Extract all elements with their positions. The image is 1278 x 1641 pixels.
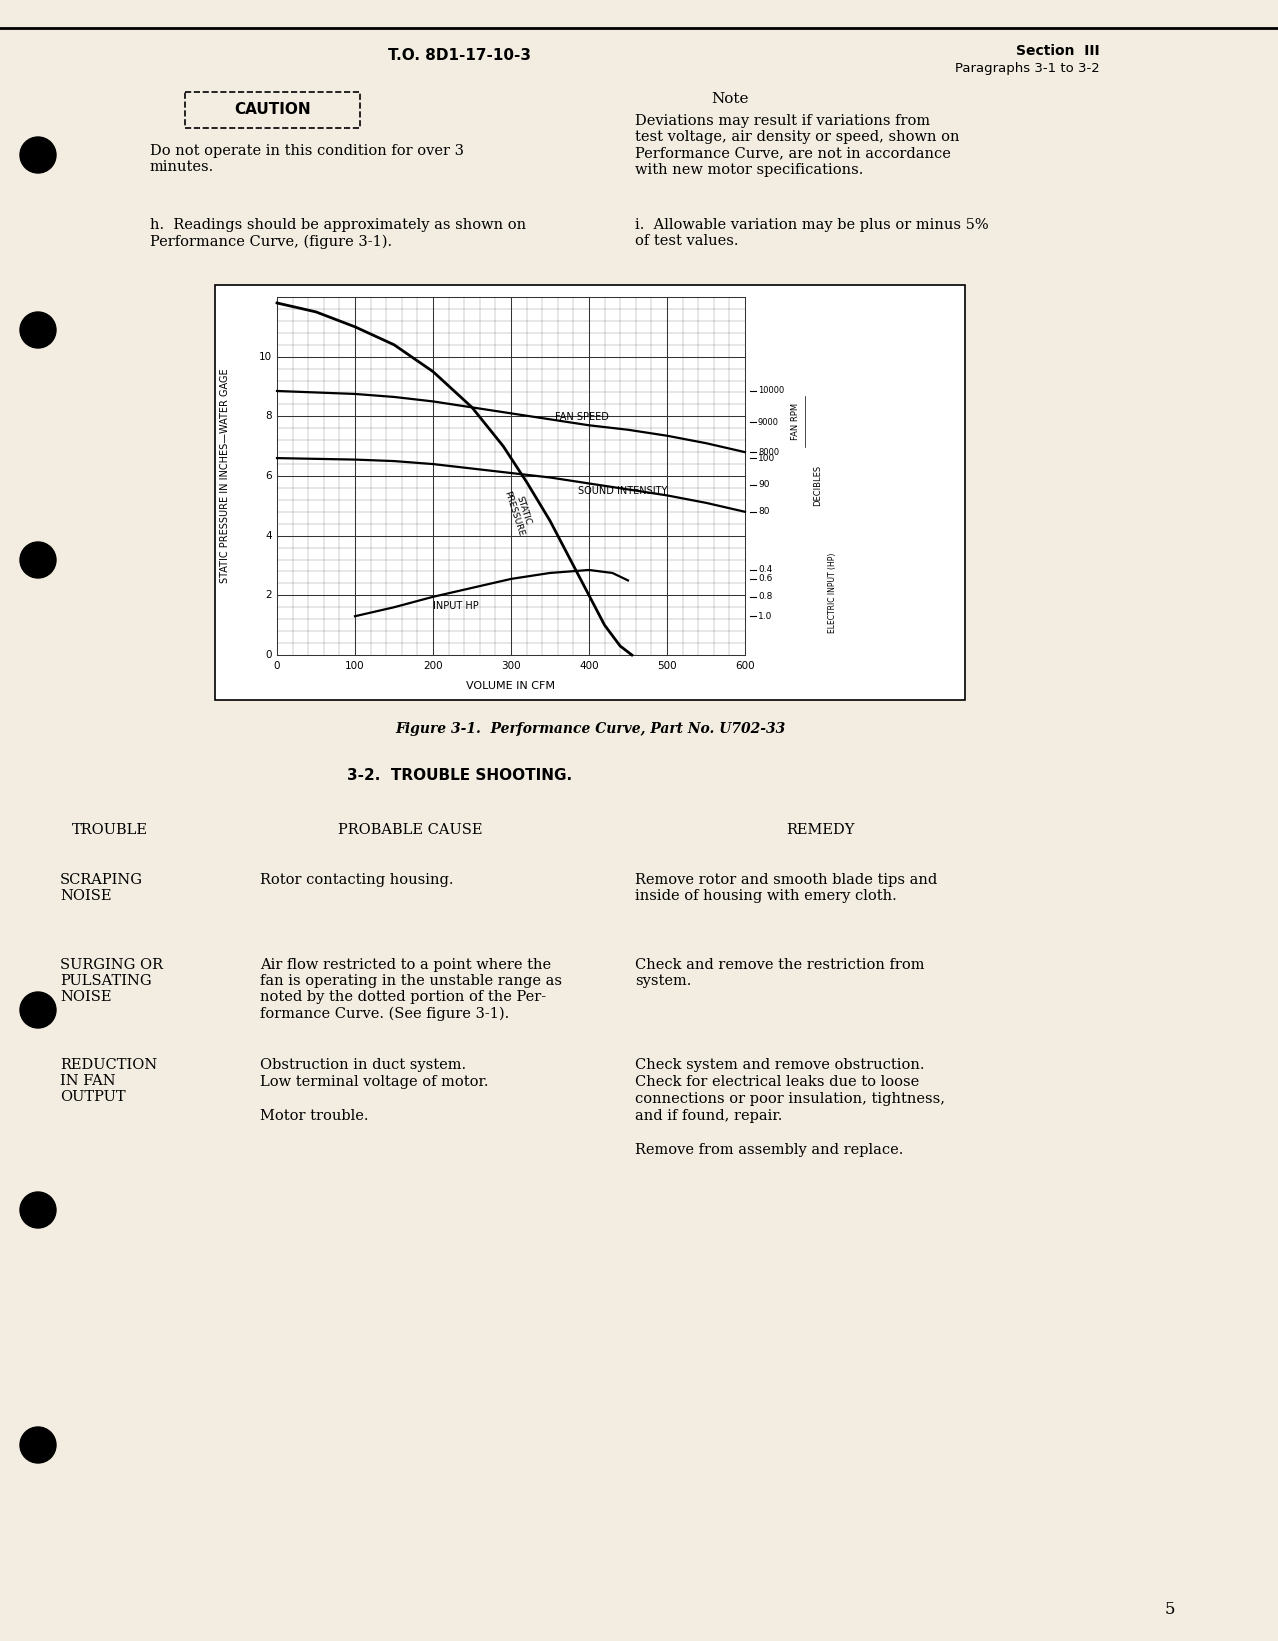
- Text: 0.8: 0.8: [758, 592, 772, 601]
- Text: 9000: 9000: [758, 418, 780, 427]
- Text: 400: 400: [579, 661, 599, 671]
- Text: Air flow restricted to a point where the
fan is operating in the unstable range : Air flow restricted to a point where the…: [259, 958, 562, 1021]
- Text: Low terminal voltage of motor.: Low terminal voltage of motor.: [259, 1075, 488, 1090]
- Text: 300: 300: [501, 661, 521, 671]
- Text: FAN SPEED: FAN SPEED: [555, 412, 608, 422]
- Text: Note: Note: [712, 92, 749, 107]
- Text: SCRAPING
NOISE: SCRAPING NOISE: [60, 873, 143, 903]
- Text: 500: 500: [657, 661, 677, 671]
- Bar: [185, 92, 360, 128]
- Text: 3-2.  TROUBLE SHOOTING.: 3-2. TROUBLE SHOOTING.: [348, 768, 573, 783]
- Text: VOLUME IN CFM: VOLUME IN CFM: [466, 681, 556, 691]
- Text: 8000: 8000: [758, 448, 780, 456]
- Text: CAUTION: CAUTION: [234, 102, 311, 118]
- Circle shape: [20, 1428, 56, 1464]
- Text: Check for electrical leaks due to loose: Check for electrical leaks due to loose: [635, 1075, 919, 1090]
- Text: 8: 8: [266, 412, 272, 422]
- Text: 80: 80: [758, 507, 769, 517]
- Text: Check system and remove obstruction.: Check system and remove obstruction.: [635, 1058, 924, 1072]
- Text: SURGING OR
PULSATING
NOISE: SURGING OR PULSATING NOISE: [60, 958, 164, 1004]
- Text: 2: 2: [266, 591, 272, 601]
- Text: 100: 100: [345, 661, 364, 671]
- Text: Obstruction in duct system.: Obstruction in duct system.: [259, 1058, 466, 1072]
- Text: DECIBLES: DECIBLES: [814, 464, 823, 505]
- Text: i.  Allowable variation may be plus or minus 5%
of test values.: i. Allowable variation may be plus or mi…: [635, 218, 989, 248]
- Text: PROBABLE CAUSE: PROBABLE CAUSE: [337, 824, 482, 837]
- Circle shape: [20, 136, 56, 172]
- Text: 1.0: 1.0: [758, 612, 772, 620]
- Text: SOUND INTENSITY: SOUND INTENSITY: [579, 486, 668, 496]
- Text: connections or poor insulation, tightness,: connections or poor insulation, tightnes…: [635, 1091, 944, 1106]
- Text: 0: 0: [266, 650, 272, 660]
- Text: Remove from assembly and replace.: Remove from assembly and replace.: [635, 1144, 904, 1157]
- Text: Remove rotor and smooth blade tips and
inside of housing with emery cloth.: Remove rotor and smooth blade tips and i…: [635, 873, 937, 903]
- Text: Check and remove the restriction from
system.: Check and remove the restriction from sy…: [635, 958, 924, 988]
- Text: STATIC PRESSURE IN INCHES—WATER GAGE: STATIC PRESSURE IN INCHES—WATER GAGE: [220, 369, 230, 583]
- Text: 600: 600: [735, 661, 755, 671]
- Text: 5: 5: [1164, 1602, 1176, 1618]
- Text: ELECTRIC INPUT (HP): ELECTRIC INPUT (HP): [827, 553, 837, 633]
- Text: 10000: 10000: [758, 387, 785, 395]
- Text: Motor trouble.: Motor trouble.: [259, 1109, 368, 1122]
- Text: 0.4: 0.4: [758, 566, 772, 574]
- Text: Do not operate in this condition for over 3
minutes.: Do not operate in this condition for ove…: [150, 144, 464, 174]
- Bar: [215, 286, 965, 701]
- Text: 100: 100: [758, 453, 776, 463]
- Text: Section  III: Section III: [1016, 44, 1100, 57]
- Circle shape: [20, 993, 56, 1027]
- Text: 0.6: 0.6: [758, 574, 772, 584]
- Text: Figure 3-1.  Performance Curve, Part No. U702-33: Figure 3-1. Performance Curve, Part No. …: [395, 722, 785, 737]
- Text: 0: 0: [273, 661, 280, 671]
- Text: 10: 10: [259, 351, 272, 361]
- Text: FAN RPM: FAN RPM: [791, 404, 800, 440]
- Text: 6: 6: [266, 471, 272, 481]
- Circle shape: [20, 1191, 56, 1227]
- Text: INPUT HP: INPUT HP: [433, 601, 479, 610]
- Text: Deviations may result if variations from
test voltage, air density or speed, sho: Deviations may result if variations from…: [635, 113, 960, 177]
- Text: REDUCTION
IN FAN
OUTPUT: REDUCTION IN FAN OUTPUT: [60, 1058, 157, 1104]
- Text: REMEDY: REMEDY: [786, 824, 854, 837]
- Text: 90: 90: [758, 481, 769, 489]
- Text: TROUBLE: TROUBLE: [72, 824, 148, 837]
- Text: 4: 4: [266, 530, 272, 540]
- Text: Paragraphs 3-1 to 3-2: Paragraphs 3-1 to 3-2: [955, 62, 1100, 75]
- Text: T.O. 8D1-17-10-3: T.O. 8D1-17-10-3: [389, 48, 532, 62]
- Circle shape: [20, 542, 56, 578]
- Text: h.  Readings should be approximately as shown on
Performance Curve, (figure 3-1): h. Readings should be approximately as s…: [150, 218, 527, 249]
- Circle shape: [20, 312, 56, 348]
- Text: Rotor contacting housing.: Rotor contacting housing.: [259, 873, 454, 888]
- Text: and if found, repair.: and if found, repair.: [635, 1109, 782, 1122]
- Text: STATIC
PRESSURE: STATIC PRESSURE: [502, 486, 535, 537]
- Text: 200: 200: [423, 661, 442, 671]
